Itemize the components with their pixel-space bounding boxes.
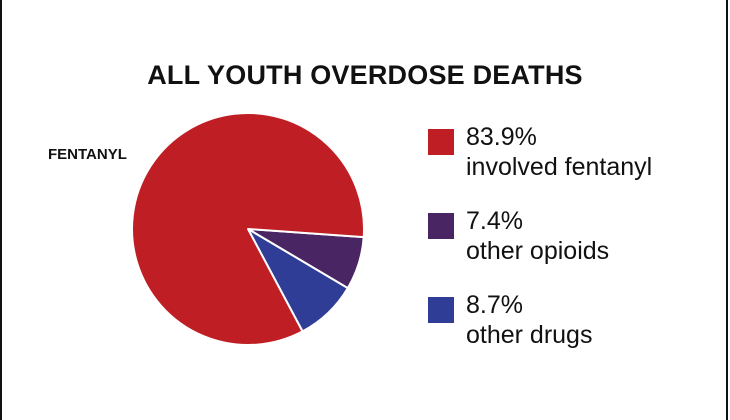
legend-percent-other-opioids: 7.4% (466, 207, 523, 235)
pie-slice-fentanyl (131, 112, 365, 346)
legend-description-fentanyl: involved fentanyl (466, 153, 653, 181)
legend-swatch-other-drugs (428, 297, 454, 323)
legend-swatch-fentanyl (428, 129, 454, 155)
legend-percent-other-drugs: 8.7% (466, 291, 523, 319)
legend-percent-fentanyl: 83.9% (466, 123, 537, 151)
pie-chart (131, 112, 365, 346)
slice-label-fentanyl: FENTANYL (48, 146, 127, 163)
chart-title: ALL YOUTH OVERDOSE DEATHS (147, 60, 583, 90)
legend-description-other-opioids: other opioids (466, 237, 610, 265)
legend-description-other-drugs: other drugs (466, 321, 593, 349)
legend-swatch-other-opioids (428, 213, 454, 239)
